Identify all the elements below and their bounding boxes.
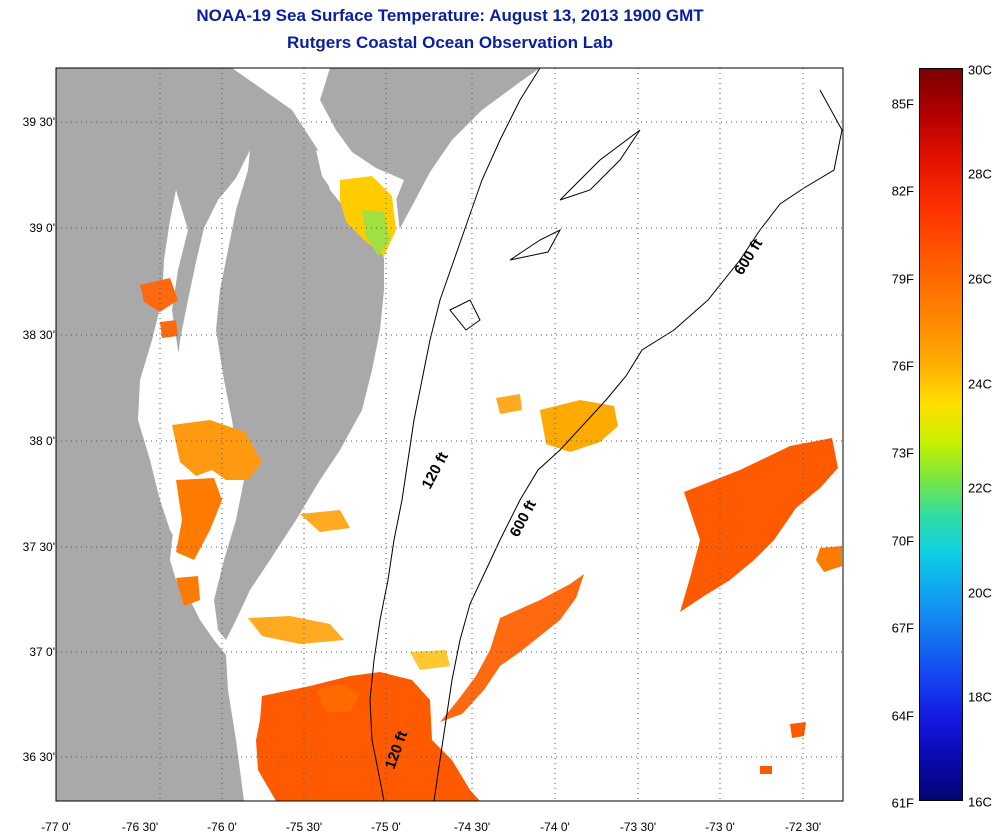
colorbar-fahrenheit-label: 73F: [891, 445, 914, 461]
longitude-tick-label: -76 30': [121, 820, 159, 834]
longitude-tick-label: -72 30': [784, 820, 822, 834]
latitude-tick-label: 38 30': [22, 328, 55, 342]
contour-120ft: [369, 68, 541, 801]
latitude-tick-label: 39 30': [22, 115, 55, 129]
temperature-colorbar: [919, 68, 963, 801]
colorbar-celsius-label: 24C: [968, 376, 992, 392]
longitude-tick-label: -75 30': [285, 820, 323, 834]
colorbar-fahrenheit-label: 70F: [891, 533, 914, 549]
longitude-tick-label: -74 0': [540, 820, 570, 834]
colorbar-fahrenheit-label: 67F: [891, 620, 914, 636]
colorbar-fahrenheit-label: 79F: [891, 271, 914, 287]
contour-600ft: [433, 89, 843, 801]
longitude-tick-label: -73 0': [705, 820, 735, 834]
latitude-tick-label: 37 0': [29, 645, 55, 659]
colorbar-fahrenheit-label: 61F: [891, 795, 914, 811]
colorbar-celsius-label: 18C: [968, 689, 992, 705]
latitude-tick-label: 39 0': [29, 221, 55, 235]
latitude-tick-label: 37 30': [22, 540, 55, 554]
longitude-tick-label: -74 30': [453, 820, 491, 834]
latitude-tick-label: 38 0': [29, 434, 55, 448]
map-frame: [55, 67, 844, 802]
colorbar-fahrenheit-label: 82F: [891, 183, 914, 199]
colorbar-fahrenheit-label: 85F: [891, 96, 914, 112]
colorbar-celsius-label: 30C: [968, 62, 992, 78]
colorbar-celsius-label: 22C: [968, 480, 992, 496]
longitude-tick-label: -77 0': [41, 820, 71, 834]
bathymetry-contours: [369, 68, 843, 801]
colorbar-celsius-label: 28C: [968, 166, 992, 182]
map-subtitle: Rutgers Coastal Ocean Observation Lab: [287, 33, 613, 52]
colorbar-celsius-label: 20C: [968, 585, 992, 601]
longitude-tick-label: -75 0': [371, 820, 401, 834]
graticule: [56, 68, 843, 801]
delmarva-land: [212, 68, 384, 640]
map-title: NOAA-19 Sea Surface Temperature: August …: [196, 6, 704, 25]
longitude-tick-label: -76 0': [207, 820, 237, 834]
latitude-tick-label: 36 30': [22, 750, 55, 764]
longitude-tick-label: -73 30': [619, 820, 657, 834]
colorbar-fahrenheit-label: 64F: [891, 708, 914, 724]
colorbar-celsius-label: 16C: [968, 794, 992, 810]
colorbar-celsius-label: 26C: [968, 271, 992, 287]
colorbar-fahrenheit-label: 76F: [891, 358, 914, 374]
new-jersey-land: [320, 68, 540, 246]
